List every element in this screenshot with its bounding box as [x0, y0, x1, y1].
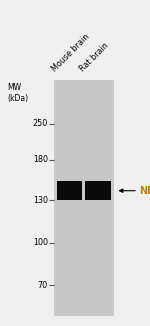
Bar: [57, 181, 82, 200]
Text: 250: 250: [33, 119, 48, 128]
Text: 70: 70: [38, 281, 48, 290]
Text: 100: 100: [33, 238, 48, 247]
Text: NF-M: NF-M: [140, 186, 150, 196]
Text: Rat brain: Rat brain: [78, 41, 111, 73]
Bar: [85, 181, 111, 200]
Text: Mouse brain: Mouse brain: [50, 32, 91, 73]
Text: MW
(kDa): MW (kDa): [8, 83, 29, 103]
Bar: [54, 80, 114, 316]
Text: 130: 130: [33, 196, 48, 205]
Text: 180: 180: [33, 155, 48, 164]
